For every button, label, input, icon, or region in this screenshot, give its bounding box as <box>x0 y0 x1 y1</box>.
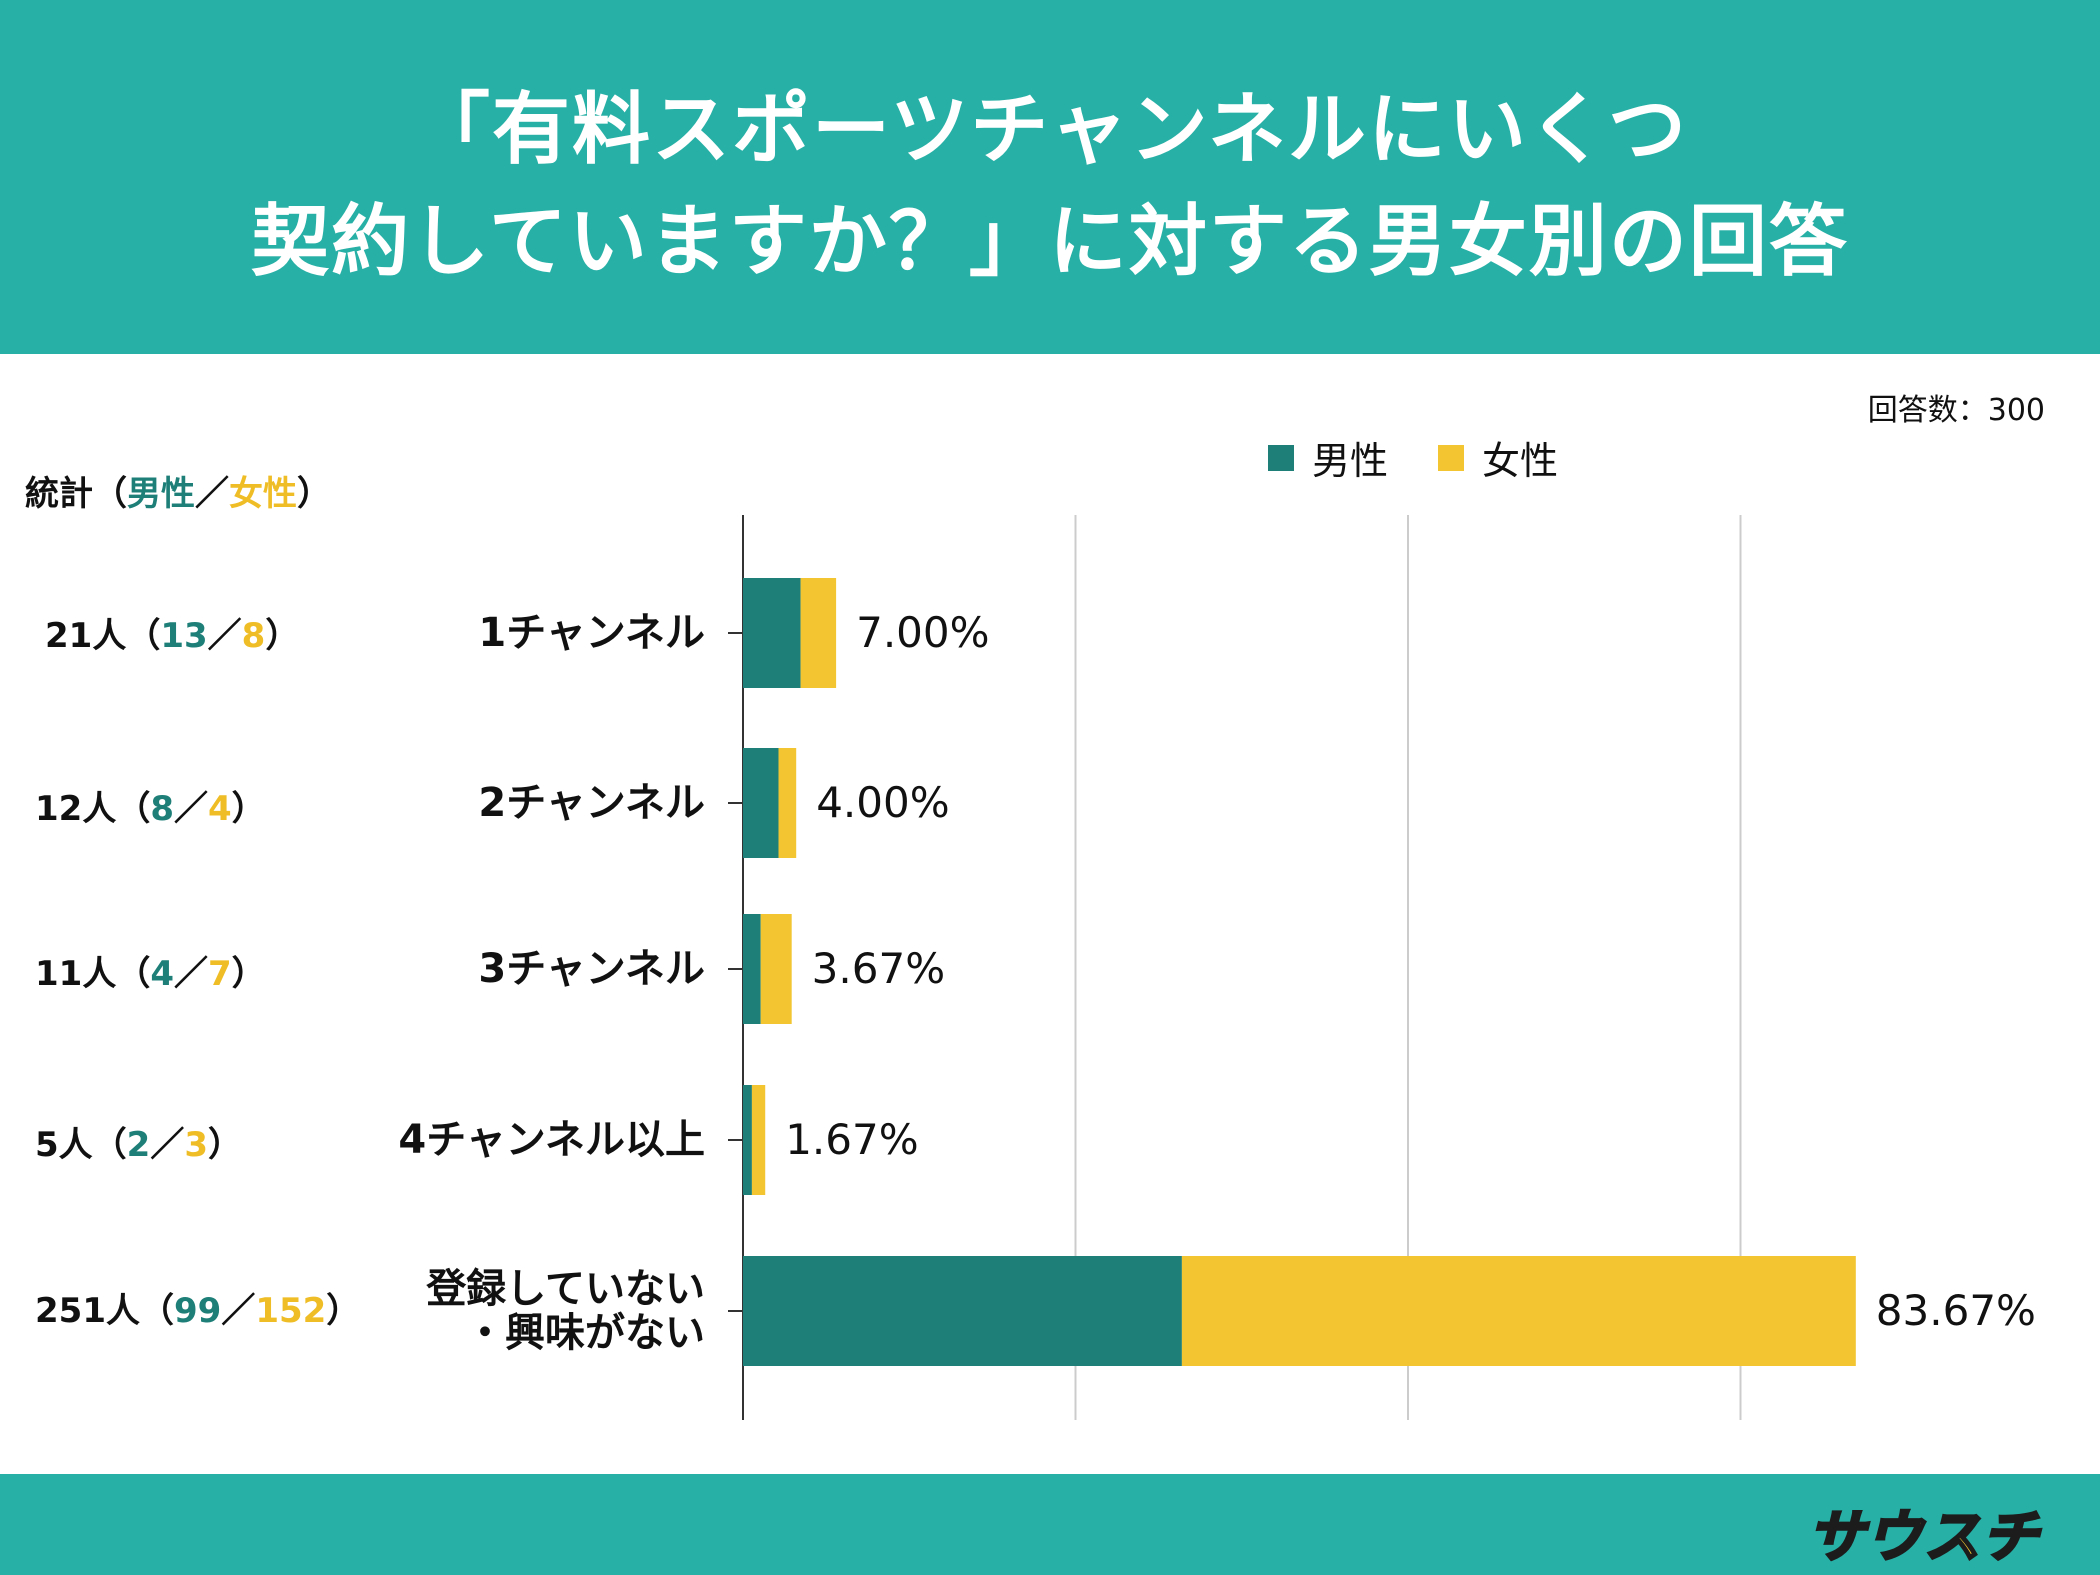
stat-sep: ／ <box>150 1125 185 1165</box>
data-label: 3.67% <box>812 944 945 993</box>
stat-male: 8 <box>150 789 174 829</box>
data-label: 7.00% <box>856 608 989 657</box>
legend-female: 女性 <box>1438 430 1558 485</box>
legend-male-label: 男性 <box>1312 439 1389 483</box>
bar-male <box>743 914 761 1024</box>
stat-female: 4 <box>208 789 232 829</box>
stat-total: 251人（ <box>35 1291 174 1331</box>
bar-female <box>751 1085 766 1195</box>
header-banner: 「有料スポーツチャンネルにいくつ 契約していますか？」に対する男女別の回答 <box>0 0 2100 354</box>
stat-close: ） <box>265 616 300 656</box>
category-label: 4チャンネル以上 <box>398 1117 705 1163</box>
legend-female-swatch <box>1438 444 1464 471</box>
stat-close: ） <box>326 1291 361 1331</box>
category-label: ・興味がない <box>465 1310 705 1356</box>
brand-logo: サウスチ <box>1807 1504 2040 1572</box>
legend-female-label: 女性 <box>1482 439 1559 483</box>
stat-close: ） <box>231 789 266 829</box>
legend-male: 男性 <box>1268 430 1388 485</box>
stats-header-close: ） <box>297 474 331 514</box>
stat-male: 13 <box>160 616 208 656</box>
stat-total: 12人（ <box>35 789 151 829</box>
stat-male: 2 <box>126 1125 151 1165</box>
stat-sep: ／ <box>174 789 208 829</box>
bar-male <box>743 1256 1182 1366</box>
stat-female: 7 <box>208 954 232 994</box>
data-label: 1.67% <box>785 1115 918 1164</box>
title-line-2: 契約していますか？」に対する男女別の回答 <box>251 197 1849 287</box>
category-label: 2チャンネル <box>478 780 705 826</box>
bar-male <box>743 578 801 688</box>
bar-female <box>778 748 797 858</box>
footer-banner: サウスチ <box>0 1474 2100 1575</box>
data-label: 4.00% <box>816 778 949 827</box>
stat-close: ） <box>231 954 266 994</box>
stat-sep: ／ <box>221 1291 256 1331</box>
stat-total: 21人（ <box>45 616 161 656</box>
stats-header-label: 統計（ <box>25 474 127 514</box>
category-label: 登録していない <box>425 1266 705 1312</box>
stats-header-male: 男性 <box>127 474 195 514</box>
stat-row: 11人（4／7） <box>35 946 266 995</box>
stat-female: 3 <box>184 1125 209 1165</box>
respondent-count: 回答数：300 <box>1867 393 2045 428</box>
stats-header-female: 女性 <box>229 474 297 514</box>
stat-total: 11人（ <box>35 954 151 994</box>
stats-header: 統計（男性／女性） <box>25 466 331 515</box>
stat-male: 4 <box>150 954 174 994</box>
stat-close: ） <box>208 1125 243 1165</box>
stat-total: 5人（ <box>35 1125 127 1165</box>
stat-female: 8 <box>241 616 266 656</box>
bar-female <box>800 578 837 688</box>
bar-female <box>760 914 792 1024</box>
bar-male <box>743 748 779 858</box>
stat-male: 99 <box>173 1291 222 1331</box>
stat-row: 21人（13／8） <box>45 608 299 657</box>
data-label: 83.67% <box>1876 1286 2036 1335</box>
stat-row: 5人（2／3） <box>35 1117 242 1166</box>
bar-male <box>743 1085 752 1195</box>
stat-female: 152 <box>255 1291 327 1331</box>
stat-row: 251人（99／152） <box>35 1283 360 1332</box>
title-line-1: 「有料スポーツチャンネルにいくつ <box>411 85 1689 175</box>
category-label: 1チャンネル <box>478 610 705 656</box>
stat-row: 12人（8／4） <box>35 781 266 830</box>
stats-header-sep: ／ <box>195 474 229 514</box>
legend-male-swatch <box>1268 444 1294 471</box>
stat-sep: ／ <box>174 954 208 994</box>
category-label: 3チャンネル <box>478 946 705 992</box>
stat-sep: ／ <box>207 616 242 656</box>
bar-female <box>1181 1256 1856 1366</box>
